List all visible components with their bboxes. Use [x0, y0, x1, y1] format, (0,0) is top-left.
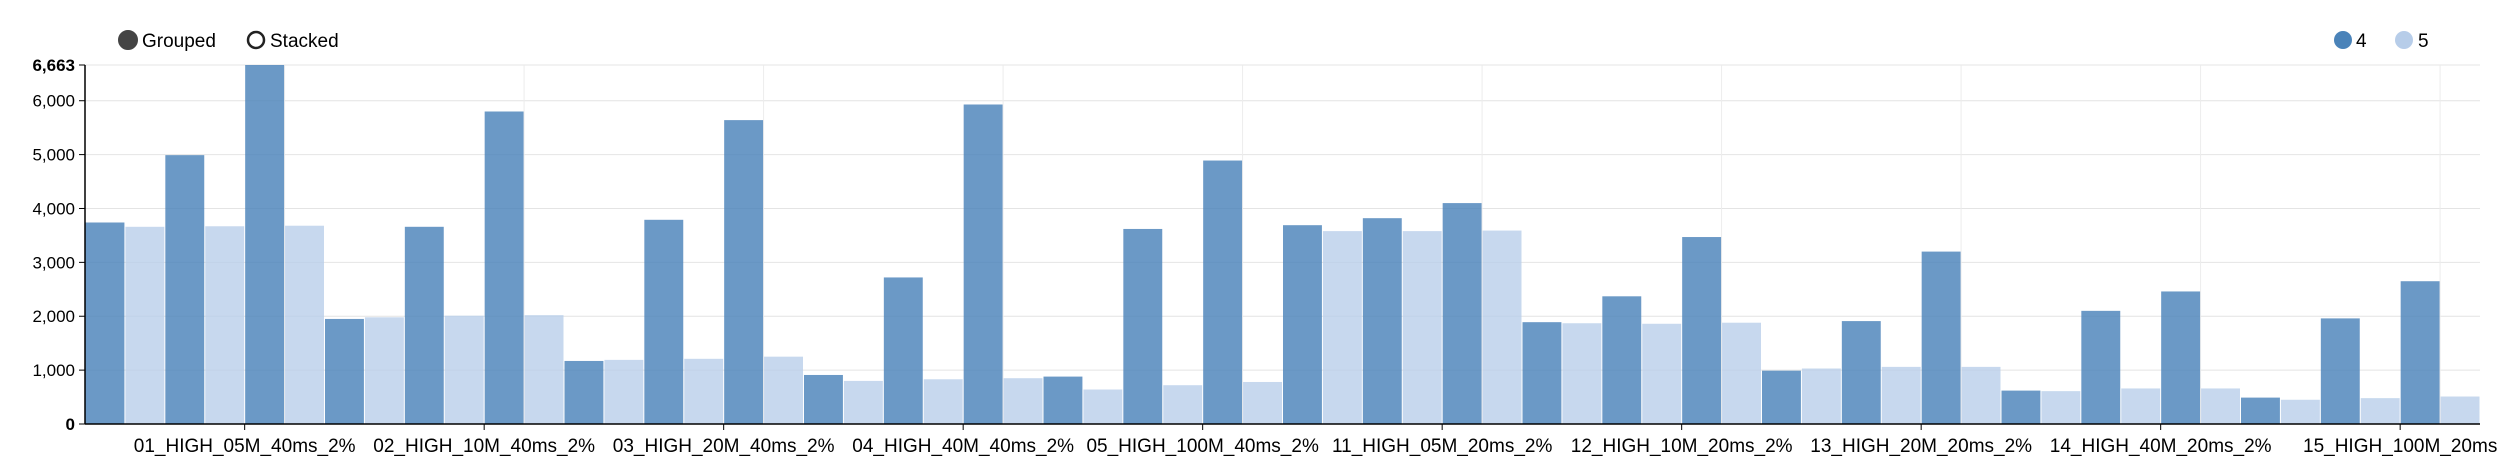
x-tick-label: 15_HIGH_100M_20ms — [2303, 436, 2497, 457]
bar-series-4[interactable] — [1123, 228, 1163, 424]
bar-series-4[interactable] — [1043, 376, 1083, 424]
bar-series-4[interactable] — [1682, 237, 1722, 424]
bar-series-4[interactable] — [1841, 321, 1881, 424]
bar-series-5[interactable] — [1482, 230, 1522, 424]
bar-series-5[interactable] — [2041, 391, 2081, 424]
gridlines — [85, 64, 2480, 424]
bar-series-4[interactable] — [2241, 397, 2280, 424]
bar-series-5[interactable] — [604, 359, 644, 424]
bar-series-4[interactable] — [2161, 291, 2201, 424]
bar-series-4[interactable] — [1283, 225, 1322, 424]
axes — [79, 64, 2480, 430]
bar-series-4[interactable] — [2320, 318, 2360, 424]
bar-series-5[interactable] — [1083, 389, 1123, 424]
bar-series-4[interactable] — [963, 104, 1003, 424]
bar-series-4[interactable] — [2001, 390, 2041, 424]
bar-series-4[interactable] — [1921, 251, 1961, 424]
bar-series-4[interactable] — [1442, 203, 1482, 424]
bar-series-4[interactable] — [883, 277, 923, 424]
y-tick-label: 5,000 — [32, 146, 75, 165]
y-tick-label: 3,000 — [32, 253, 75, 272]
bar-series-5[interactable] — [125, 226, 165, 424]
bar-series-5[interactable] — [684, 358, 724, 424]
bar-series-4[interactable] — [404, 226, 444, 424]
bar-series-4[interactable] — [1203, 160, 1243, 424]
legend: 4 5 — [2334, 31, 2429, 52]
y-axis-tick-labels: 0 1,000 2,000 3,000 4,000 5,000 6,000 6,663 — [32, 56, 75, 434]
bar-series-5[interactable] — [2440, 396, 2480, 424]
legend-label-4[interactable]: 4 — [2356, 31, 2367, 52]
bar-series-5[interactable] — [285, 225, 324, 424]
bar-series-5[interactable] — [1722, 322, 1761, 424]
bar-series-5[interactable] — [524, 315, 564, 424]
legend-label-5[interactable]: 5 — [2418, 31, 2429, 52]
x-tick-label: 02_HIGH_10M_40ms_2% — [373, 436, 595, 457]
bar-series-4[interactable] — [564, 360, 604, 424]
bar-series-5[interactable] — [2121, 388, 2161, 424]
bar-series-4[interactable] — [2081, 310, 2121, 424]
bars — [85, 65, 2480, 425]
bar-series-5[interactable] — [1243, 381, 1282, 424]
bar-series-4[interactable] — [1362, 218, 1402, 424]
x-tick-label: 04_HIGH_40M_40ms_2% — [852, 436, 1074, 457]
legend-swatch-5-icon[interactable] — [2395, 31, 2413, 49]
bar-series-4[interactable] — [484, 111, 524, 425]
legend-item-5[interactable]: 5 — [2395, 31, 2429, 52]
grouped-radio-label[interactable]: Grouped — [142, 31, 216, 52]
bar-series-4[interactable] — [1762, 370, 1801, 424]
bar-series-5[interactable] — [1961, 366, 2001, 424]
bar-series-4[interactable] — [1522, 322, 1562, 424]
stacked-radio-control[interactable]: Stacked — [246, 30, 339, 52]
bar-series-5[interactable] — [2201, 388, 2240, 424]
bar-series-4[interactable] — [245, 65, 285, 424]
grouped-radio-control[interactable]: Grouped — [118, 30, 216, 52]
y-tick-label: 1,000 — [32, 361, 75, 380]
bar-series-4[interactable] — [804, 374, 843, 424]
bar-series-4[interactable] — [644, 219, 684, 424]
x-tick-label: 13_HIGH_20M_20ms_2% — [1810, 436, 2032, 457]
bar-series-4[interactable] — [85, 222, 125, 424]
bar-series-5[interactable] — [444, 315, 484, 424]
y-tick-label: 6,663 — [32, 56, 75, 75]
x-tick-label: 12_HIGH_10M_20ms_2% — [1571, 436, 1793, 457]
bar-series-5[interactable] — [1642, 323, 1682, 424]
bar-series-5[interactable] — [1562, 323, 1602, 424]
x-tick-label: 14_HIGH_40M_20ms_2% — [2050, 436, 2272, 457]
bar-series-4[interactable] — [325, 318, 364, 424]
legend-item-4[interactable]: 4 — [2334, 31, 2367, 52]
bar-series-5[interactable] — [843, 380, 883, 424]
x-axis-tick-labels: 01_HIGH_05M_40ms_2% 02_HIGH_10M_40ms_2% 03… — [134, 436, 2498, 457]
x-tick-label: 01_HIGH_05M_40ms_2% — [134, 436, 356, 457]
bar-series-5[interactable] — [1881, 366, 1921, 424]
bar-series-4[interactable] — [724, 120, 764, 424]
bar-series-5[interactable] — [2280, 399, 2320, 424]
bar-series-5[interactable] — [1801, 368, 1841, 424]
bar-series-5[interactable] — [1163, 385, 1203, 424]
stacked-radio-icon[interactable] — [246, 30, 266, 50]
grouped-radio-icon[interactable] — [118, 30, 138, 50]
y-tick-label: 4,000 — [32, 199, 75, 218]
bar-series-5[interactable] — [764, 356, 803, 424]
x-tick-label: 03_HIGH_20M_40ms_2% — [613, 436, 835, 457]
bar-series-4[interactable] — [165, 155, 205, 424]
bar-series-4[interactable] — [1602, 296, 1642, 424]
x-tick-label: 11_HIGH_05M_20ms_2% — [1332, 436, 1552, 457]
bar-series-5[interactable] — [1003, 378, 1043, 424]
bar-series-5[interactable] — [1402, 231, 1442, 424]
bar-series-5[interactable] — [364, 317, 404, 424]
bar-series-5[interactable] — [2360, 398, 2400, 424]
stacked-radio-label[interactable]: Stacked — [270, 31, 339, 52]
bar-series-4[interactable] — [2400, 281, 2440, 424]
bar-series-5[interactable] — [1322, 231, 1362, 424]
bar-series-5[interactable] — [205, 226, 245, 424]
y-tick-label: 6,000 — [32, 92, 75, 111]
y-tick-label: 2,000 — [32, 307, 75, 326]
x-tick-label: 05_HIGH_100M_40ms_2% — [1086, 436, 1318, 457]
bar-series-5[interactable] — [923, 379, 963, 424]
legend-swatch-4-icon[interactable] — [2334, 31, 2352, 49]
y-tick-label: 0 — [66, 415, 75, 434]
